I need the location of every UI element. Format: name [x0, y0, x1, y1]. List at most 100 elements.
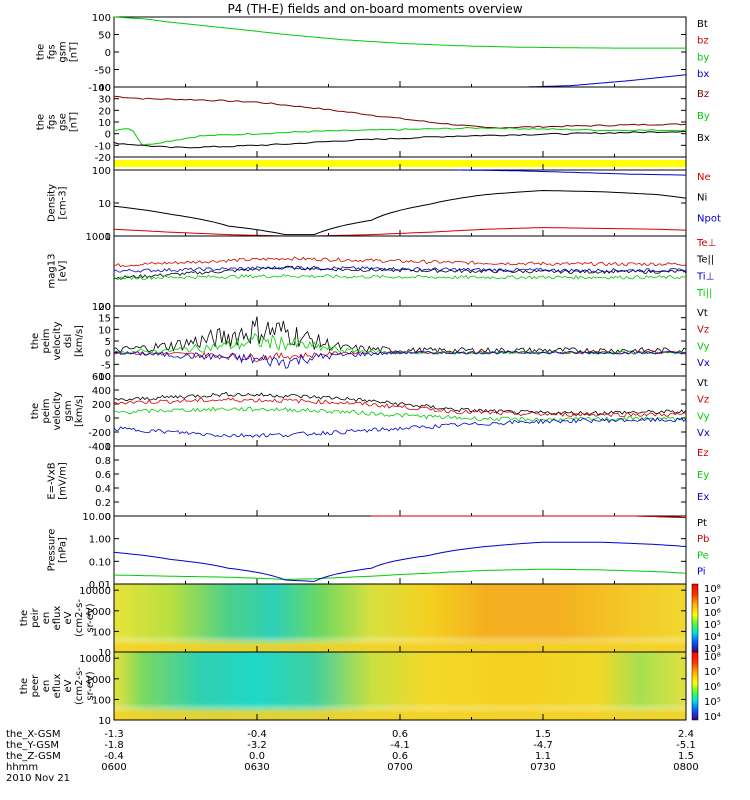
ylabel-line: [km/s] [74, 325, 85, 357]
legend-Pt: Pt [697, 518, 707, 529]
legend-Bz: Bz [697, 89, 709, 100]
legend-Te⊥: Te⊥ [696, 238, 716, 249]
ytick-label: 10 [98, 716, 111, 727]
series-Ti⊥ [113, 265, 687, 273]
ylabel-line: en [41, 612, 52, 625]
series-Te|| [113, 265, 687, 280]
ytick-label: 100 [92, 166, 111, 177]
xaxis-value: 0700 [387, 762, 412, 773]
ytick-label: 0.10 [89, 557, 111, 568]
colorbar-tick: 10⁴ [704, 712, 721, 723]
legend-Bt: Bt [697, 19, 708, 30]
series-Pe [113, 568, 687, 580]
panel-frame-8 [113, 515, 687, 585]
ylabel-line: the [36, 114, 47, 130]
ylabel-line: dsl [63, 334, 74, 348]
xaxis-value: -0.4 [104, 751, 124, 762]
ylabel-line: the [30, 333, 41, 349]
ylabel-line: fgs [47, 44, 58, 59]
legend-Vz: Vz [697, 395, 709, 406]
colorbar-10 [691, 651, 699, 721]
ytick-label: 10 [98, 199, 111, 210]
ytick-label: 1000 [86, 607, 111, 618]
spectrogram-fade-10 [114, 652, 686, 720]
xaxis-value: 1.5 [535, 729, 551, 740]
date-label: 2010 Nov 21 [6, 773, 70, 784]
panel-frame-0 [113, 16, 687, 88]
xaxis-value: 2.4 [678, 729, 694, 740]
xaxis-value: 1.5 [678, 751, 694, 762]
ylabel-line: gse [58, 113, 69, 131]
series-Vt [113, 316, 687, 355]
ytick-label: 100 [92, 13, 111, 24]
panel-frame-1 [113, 86, 687, 158]
colorbar-tick: 10⁸ [704, 652, 721, 663]
ytick-label: 10000 [79, 586, 111, 597]
colorbar-tick: 10⁵ [704, 697, 721, 708]
ylabel-line: the [19, 678, 30, 694]
ytick-label: 600 [92, 372, 111, 383]
ylabel-line: velocity [52, 321, 63, 360]
ylabel-line: gsm [58, 41, 69, 62]
legend-Vz: Vz [697, 325, 709, 336]
series-bx [525, 74, 687, 88]
ytick-label: 0.2 [95, 498, 111, 509]
xaxis-value: -4.7 [533, 740, 553, 751]
legend-Ti⊥: Ti⊥ [696, 271, 714, 282]
xaxis-value: -0.4 [247, 729, 267, 740]
legend-Ti||: Ti|| [696, 288, 712, 299]
series-Vx [113, 417, 687, 438]
colorbar-tick: 10⁸ [704, 584, 721, 595]
legend-By: By [697, 111, 710, 122]
ylabel-line: [cm-3] [58, 186, 69, 219]
colorbar-tick: 10⁶ [704, 608, 721, 619]
ytick-label: 0 [105, 48, 111, 59]
ytick-label: 10 [98, 648, 111, 659]
legend-by: by [697, 52, 709, 63]
legend-Vt: Vt [697, 378, 708, 389]
series-by [113, 16, 686, 49]
ylabel-line: en [41, 680, 52, 693]
xaxis-row-label: the_Y-GSM [6, 740, 59, 751]
ytick-label: 100 [92, 627, 111, 638]
ylabel-line: peim [41, 328, 52, 353]
ytick-label: 200 [92, 400, 111, 411]
ylabel-line: eV [63, 679, 74, 692]
ylabel-line: sr-eV) [85, 671, 96, 700]
xaxis-value: 0630 [244, 762, 269, 773]
ytick-label: -5 [101, 360, 111, 371]
panel-frame-4 [113, 235, 687, 307]
legend-Pi: Pi [697, 567, 706, 578]
colorbar-tick: 10⁷ [704, 596, 721, 607]
legend-Pe: Pe [697, 550, 709, 561]
colorbar-tick: 10⁴ [704, 632, 721, 643]
xaxis-value: 0800 [673, 762, 698, 773]
colorbar-tick: 10⁵ [704, 620, 721, 631]
ytick-label: -100 [88, 83, 111, 94]
xaxis-value: -5.1 [676, 740, 696, 751]
ylabel-line: [mV/m] [58, 462, 69, 500]
panel-frame-3 [113, 169, 687, 237]
series-Ne [113, 227, 687, 237]
ytick-label: 20 [98, 106, 111, 117]
colorbar-tick: 10⁷ [704, 667, 721, 678]
xaxis-value: -1.8 [104, 740, 124, 751]
ytick-label: 20 [98, 302, 111, 313]
ytick-label: 0 [105, 349, 111, 360]
xaxis-value: 0.6 [392, 751, 408, 762]
ylabel-line: peim [41, 398, 52, 423]
legend-Te||: Te|| [696, 255, 714, 266]
ytick-label: -400 [88, 442, 111, 453]
legend-Ni: Ni [697, 193, 707, 204]
ylabel-line: Pressure [47, 529, 58, 572]
series-By [113, 126, 687, 147]
ytick-label: -10 [95, 372, 111, 383]
series-Ni [113, 189, 687, 236]
ytick-label: 10 [98, 118, 111, 129]
ytick-label: 1.00 [89, 535, 111, 546]
ytick-label: 100 [92, 695, 111, 706]
xaxis-value: 0600 [101, 762, 126, 773]
legend-Vx: Vx [697, 358, 710, 369]
ytick-label: 0 [105, 512, 111, 523]
